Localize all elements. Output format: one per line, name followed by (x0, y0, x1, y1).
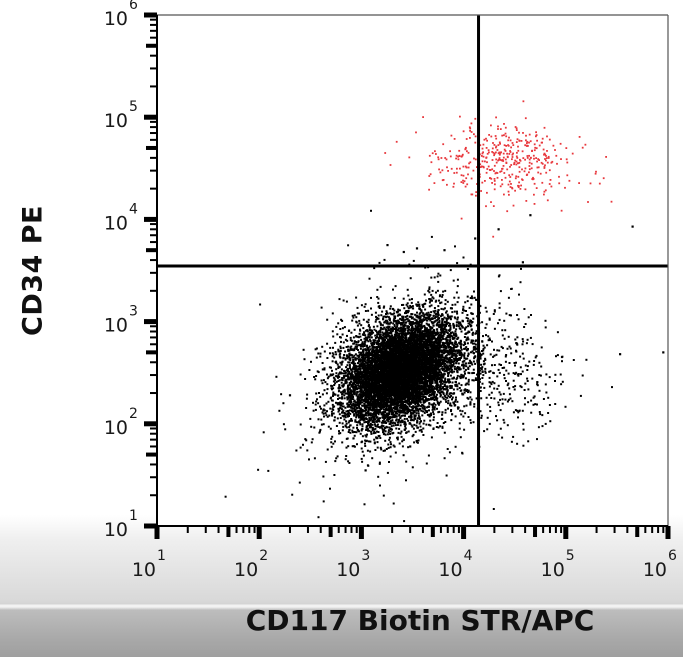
x-tick-label: 10 (643, 559, 667, 581)
plot-area (157, 15, 668, 526)
x-axis-title: CD117 Biotin STR/APC (245, 604, 595, 637)
x-tick-exponent: 6 (668, 548, 677, 564)
y-tick-exponent: 4 (129, 201, 138, 217)
x-tick-exponent: 3 (361, 548, 370, 564)
y-tick-exponent: 1 (129, 508, 138, 524)
y-tick-label: 10 (104, 315, 128, 337)
series-points (288, 214, 665, 472)
series-points (224, 209, 547, 523)
y-tick-exponent: 5 (129, 99, 138, 115)
x-tick-label: 10 (234, 559, 258, 581)
x-tick-label: 10 (438, 559, 462, 581)
plot-frame (156, 14, 669, 527)
x-tick-label: 10 (541, 559, 565, 581)
x-tick-exponent: 4 (464, 548, 473, 564)
y-axis-title: CD34 PE (17, 205, 49, 336)
series-points (384, 100, 613, 238)
quadrant-gates (157, 15, 668, 526)
x-tick-label: 10 (132, 559, 156, 581)
x-tick-exponent: 1 (157, 548, 166, 564)
y-tick-label: 10 (104, 519, 128, 541)
series-points (347, 288, 613, 510)
data-points (224, 100, 665, 523)
x-tick-exponent: 5 (566, 548, 575, 564)
x-tick-exponent: 2 (259, 548, 268, 564)
y-tick-label: 10 (104, 110, 128, 132)
y-tick-exponent: 6 (129, 0, 138, 13)
y-tick-label: 10 (104, 8, 128, 30)
x-tick-label: 10 (336, 559, 360, 581)
y-tick-exponent: 2 (129, 406, 138, 422)
y-tick-label: 10 (104, 212, 128, 234)
y-tick-exponent: 3 (129, 304, 138, 320)
y-tick-label: 10 (104, 417, 128, 439)
